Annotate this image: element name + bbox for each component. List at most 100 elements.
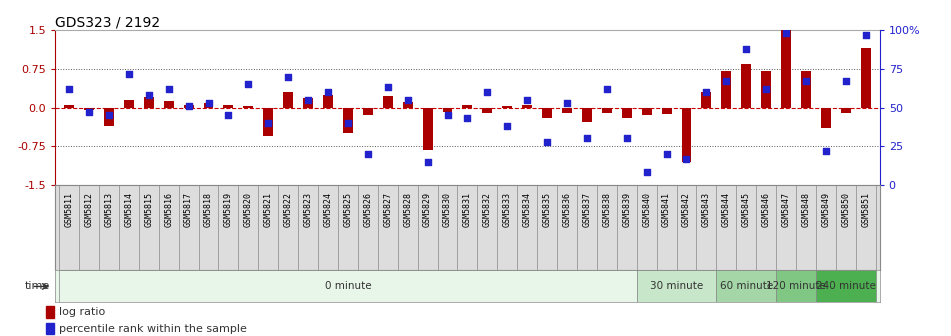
Text: GSM5846: GSM5846 — [762, 192, 770, 227]
Bar — [622, 108, 631, 118]
Point — [619, 136, 634, 141]
Text: GSM5820: GSM5820 — [243, 192, 253, 227]
Point — [519, 97, 534, 102]
Bar — [402, 102, 413, 108]
Bar — [462, 105, 473, 108]
Text: GSM5821: GSM5821 — [263, 192, 273, 227]
Text: GSM5849: GSM5849 — [822, 192, 830, 227]
Text: GSM5831: GSM5831 — [463, 192, 472, 227]
Text: 120 minute: 120 minute — [767, 282, 826, 291]
Text: GSM5817: GSM5817 — [184, 192, 193, 227]
Text: GSM5851: GSM5851 — [862, 192, 870, 227]
Text: GSM5839: GSM5839 — [622, 192, 631, 227]
Bar — [124, 100, 134, 108]
Text: GSM5830: GSM5830 — [443, 192, 452, 227]
Bar — [821, 108, 831, 128]
Bar — [682, 108, 691, 162]
Point — [261, 120, 276, 126]
Text: GSM5848: GSM5848 — [802, 192, 810, 227]
Bar — [144, 97, 154, 108]
Point — [858, 32, 873, 38]
Point — [141, 92, 156, 98]
Bar — [716, 270, 776, 302]
Bar — [243, 106, 253, 108]
Text: GSM5844: GSM5844 — [722, 192, 730, 227]
Text: GSM5823: GSM5823 — [303, 192, 313, 227]
Bar — [841, 108, 851, 113]
Bar — [382, 96, 393, 108]
Text: GSM5816: GSM5816 — [165, 192, 173, 227]
Point — [161, 86, 176, 92]
Bar — [46, 306, 54, 318]
Text: GSM5826: GSM5826 — [363, 192, 373, 227]
Bar — [223, 105, 233, 108]
Text: GSM5847: GSM5847 — [782, 192, 790, 227]
Bar — [283, 92, 293, 108]
Point — [659, 151, 674, 157]
Bar — [722, 72, 731, 108]
Point — [62, 86, 77, 92]
Point — [838, 79, 853, 84]
Text: time: time — [25, 282, 50, 291]
Point — [380, 85, 396, 90]
Text: GSM5837: GSM5837 — [582, 192, 592, 227]
Bar — [84, 108, 94, 110]
Bar — [59, 270, 637, 302]
Point — [360, 151, 376, 157]
Point — [599, 86, 614, 92]
Bar — [442, 108, 453, 112]
Bar — [164, 101, 174, 108]
Text: GSM5824: GSM5824 — [323, 192, 333, 227]
Bar — [761, 72, 771, 108]
Text: 240 minute: 240 minute — [816, 282, 876, 291]
Bar — [861, 48, 871, 108]
Text: GSM5813: GSM5813 — [105, 192, 113, 227]
Bar — [502, 106, 513, 108]
Text: GSM5825: GSM5825 — [343, 192, 353, 227]
Point — [440, 113, 456, 118]
Text: GSM5843: GSM5843 — [702, 192, 711, 227]
Bar — [46, 323, 54, 334]
Text: GSM5832: GSM5832 — [483, 192, 492, 227]
Point — [699, 89, 714, 95]
Point — [539, 139, 554, 144]
Text: GSM5822: GSM5822 — [283, 192, 293, 227]
Point — [281, 74, 296, 79]
Point — [739, 46, 754, 51]
Text: GSM5819: GSM5819 — [223, 192, 233, 227]
Text: GSM5835: GSM5835 — [543, 192, 552, 227]
Bar — [741, 64, 751, 108]
Point — [779, 31, 794, 36]
Text: GSM5841: GSM5841 — [662, 192, 671, 227]
Text: 0 minute: 0 minute — [324, 282, 371, 291]
Text: 60 minute: 60 minute — [720, 282, 773, 291]
Text: percentile rank within the sample: percentile rank within the sample — [59, 324, 247, 334]
Bar — [602, 108, 611, 113]
Bar — [582, 108, 592, 122]
Point — [479, 89, 495, 95]
Point — [420, 159, 436, 164]
Bar — [422, 108, 433, 150]
Text: GSM5828: GSM5828 — [403, 192, 412, 227]
Point — [818, 148, 833, 154]
Point — [340, 120, 356, 126]
Text: GSM5827: GSM5827 — [383, 192, 392, 227]
Text: GSM5850: GSM5850 — [842, 192, 850, 227]
Point — [301, 97, 316, 102]
Point — [181, 103, 196, 109]
Point — [639, 170, 654, 175]
Point — [82, 110, 97, 115]
Text: GSM5836: GSM5836 — [562, 192, 572, 227]
Text: GSM5818: GSM5818 — [204, 192, 213, 227]
Text: GSM5833: GSM5833 — [503, 192, 512, 227]
Point — [121, 71, 136, 76]
Point — [221, 113, 236, 118]
Point — [201, 100, 216, 106]
Bar — [303, 98, 313, 108]
Point — [499, 123, 514, 129]
Bar — [184, 105, 194, 108]
Bar — [263, 108, 273, 136]
Text: GSM5812: GSM5812 — [85, 192, 93, 227]
Point — [459, 116, 475, 121]
Point — [759, 86, 774, 92]
